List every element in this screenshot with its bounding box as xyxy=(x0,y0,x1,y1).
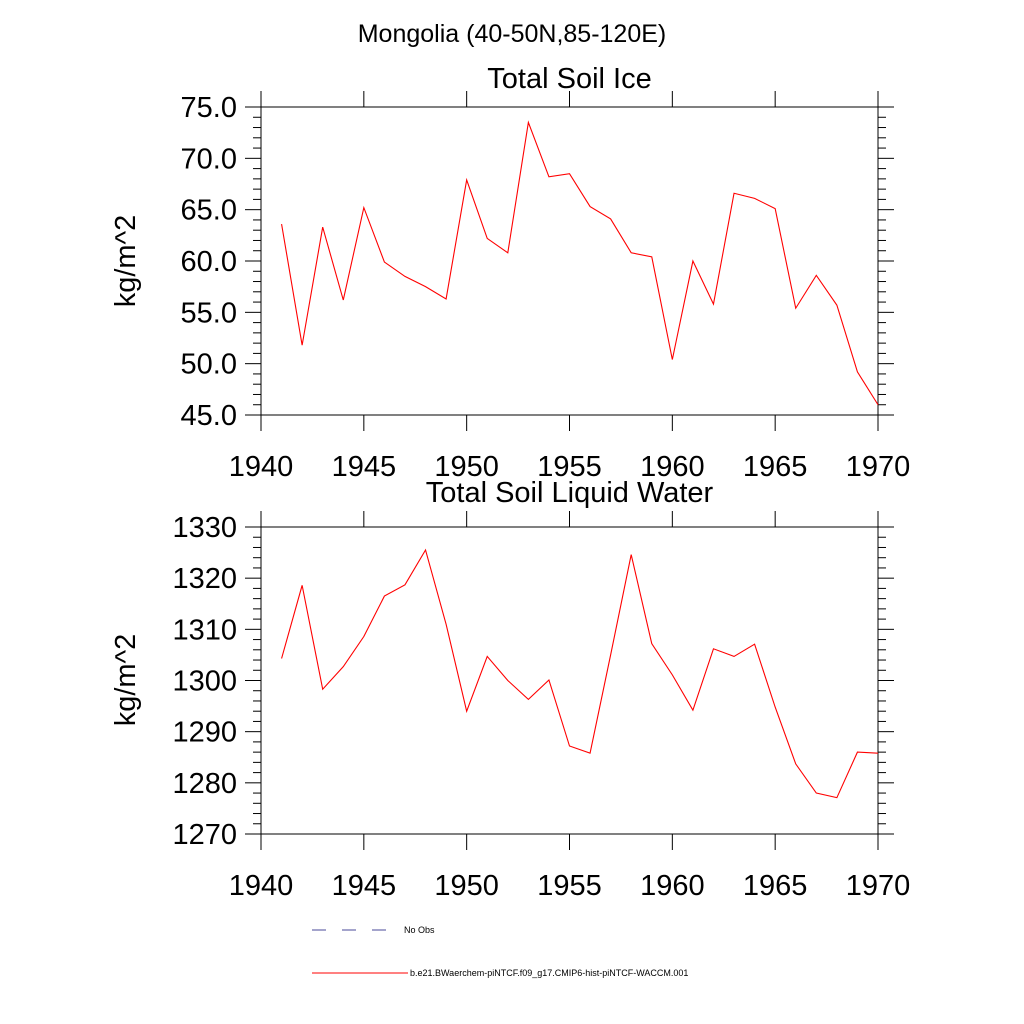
y-tick-label: 1320 xyxy=(172,563,237,595)
x-tick-label: 1970 xyxy=(846,870,911,902)
x-tick-label: 1950 xyxy=(434,870,499,902)
y-tick-label: 50.0 xyxy=(181,349,237,381)
y-tick-label: 55.0 xyxy=(181,297,237,329)
x-tick-label: 1965 xyxy=(743,870,808,902)
y-tick-label: 65.0 xyxy=(181,195,237,227)
y-tick-label: 70.0 xyxy=(181,143,237,175)
plot-frame xyxy=(260,526,879,835)
x-tick-label: 1955 xyxy=(537,451,602,483)
x-tick-label: 1950 xyxy=(434,451,499,483)
y-tick-label: 1330 xyxy=(172,512,237,544)
y-axis-label: kg/m^2 xyxy=(110,215,142,308)
x-tick-label: 1945 xyxy=(332,870,397,902)
legend-label-no-obs: No Obs xyxy=(404,925,435,935)
x-tick-label: 1960 xyxy=(640,451,705,483)
series-line xyxy=(281,120,879,406)
y-tick-label: 1280 xyxy=(172,768,237,800)
panel-title: Total Soil Liquid Water xyxy=(426,477,714,509)
y-tick-label: 75.0 xyxy=(181,92,237,124)
y-tick-label: 60.0 xyxy=(181,246,237,278)
legend: No Obs b.e21.BWaerchem-piNTCF.f09_g17.CM… xyxy=(312,925,688,978)
x-tick-label: 1945 xyxy=(332,451,397,483)
x-tick-label: 1940 xyxy=(229,870,294,902)
x-tick-label: 1955 xyxy=(537,870,602,902)
y-tick-label: 1290 xyxy=(172,717,237,749)
y-tick-label: 1300 xyxy=(172,666,237,698)
legend-label-model: b.e21.BWaerchem-piNTCF.f09_g17.CMIP6-his… xyxy=(410,968,688,978)
panel-total-soil-ice: Total Soil Ice kg/m^2 1940 1945 1950 1955 1960… xyxy=(110,63,910,483)
x-tick-label: 1965 xyxy=(743,451,808,483)
x-tick-label: 1940 xyxy=(229,451,294,483)
panel-total-soil-liquid-water: Total Soil Liquid Water kg/m^2 1940 1945 195… xyxy=(110,477,910,902)
y-tick-label: 1310 xyxy=(172,614,237,646)
y-tick-label: 45.0 xyxy=(181,400,237,432)
series-line xyxy=(281,548,879,799)
y-tick-label: 1270 xyxy=(172,819,237,851)
y-axis-label: kg/m^2 xyxy=(110,634,142,727)
panel-title: Total Soil Ice xyxy=(487,63,651,95)
x-tick-label: 1970 xyxy=(846,451,911,483)
x-tick-label: 1960 xyxy=(640,870,705,902)
figure-title: Mongolia (40-50N,85-120E) xyxy=(358,20,667,48)
